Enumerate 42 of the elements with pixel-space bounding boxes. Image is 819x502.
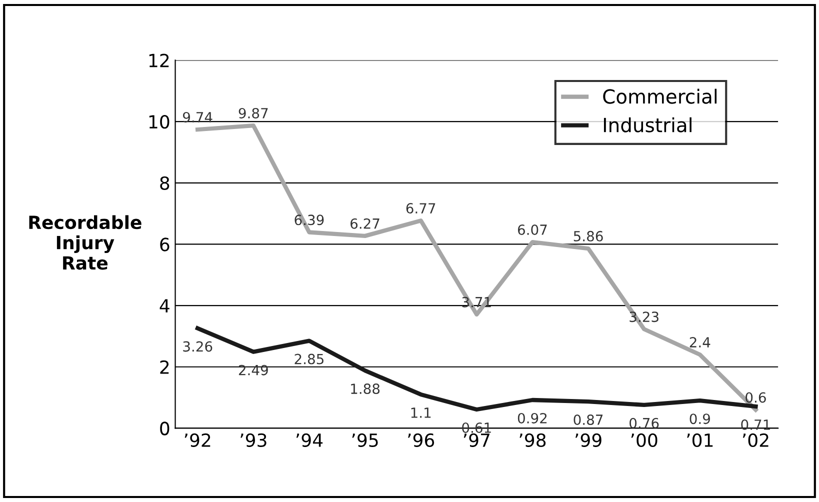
data-label: 0.76 — [630, 418, 659, 428]
y-tick-label: 12 — [149, 54, 169, 68]
legend-label: Commercial — [603, 88, 717, 104]
y-tick-label: 8 — [160, 176, 170, 190]
y-tick-label: 6 — [160, 238, 170, 252]
x-tick-label: ’98 — [520, 433, 546, 448]
data-label: 6.27 — [350, 218, 380, 229]
y-tick-label: 10 — [149, 115, 170, 129]
data-label: 9.87 — [238, 108, 268, 118]
x-tick-label: ’99 — [575, 433, 602, 448]
data-label: 3.71 — [462, 296, 491, 308]
data-label: 2.4 — [690, 337, 710, 348]
x-tick-label: ’00 — [631, 433, 658, 448]
legend-label: Industrial — [604, 117, 692, 132]
data-label: 9.74 — [183, 112, 212, 122]
x-tick-label: ’93 — [240, 433, 266, 448]
data-label: 3.23 — [630, 312, 658, 322]
y-axis-title: Recordable Injury Rate — [29, 215, 142, 270]
data-label: 0.92 — [518, 412, 547, 424]
data-label: 1.88 — [351, 384, 380, 394]
data-label: 5.86 — [574, 230, 603, 242]
x-tick-label: ’02 — [742, 433, 768, 448]
data-label: 0.9 — [690, 414, 710, 424]
x-tick-label: ’95 — [352, 433, 378, 448]
y-tick-label: 2 — [160, 360, 169, 374]
x-tick-label: ’97 — [464, 433, 490, 448]
data-label: 0.87 — [574, 414, 603, 426]
data-label: 1.1 — [411, 408, 431, 418]
data-label: 2.85 — [294, 354, 324, 364]
data-label: 0.71 — [741, 419, 770, 430]
x-tick-label: ’01 — [687, 433, 713, 448]
data-label: 3.26 — [183, 341, 212, 352]
data-label: 6.77 — [406, 203, 436, 214]
x-tick-label: ’96 — [408, 433, 434, 448]
y-tick-label: 4 — [160, 299, 170, 312]
data-label: 6.39 — [294, 214, 324, 226]
data-label: 6.07 — [518, 224, 547, 235]
x-tick-label: ’94 — [296, 433, 323, 448]
data-label: 2.49 — [238, 364, 268, 376]
data-label: 0.6 — [746, 392, 766, 403]
y-tick-label: 0 — [160, 422, 170, 436]
x-tick-label: ’92 — [184, 433, 210, 448]
